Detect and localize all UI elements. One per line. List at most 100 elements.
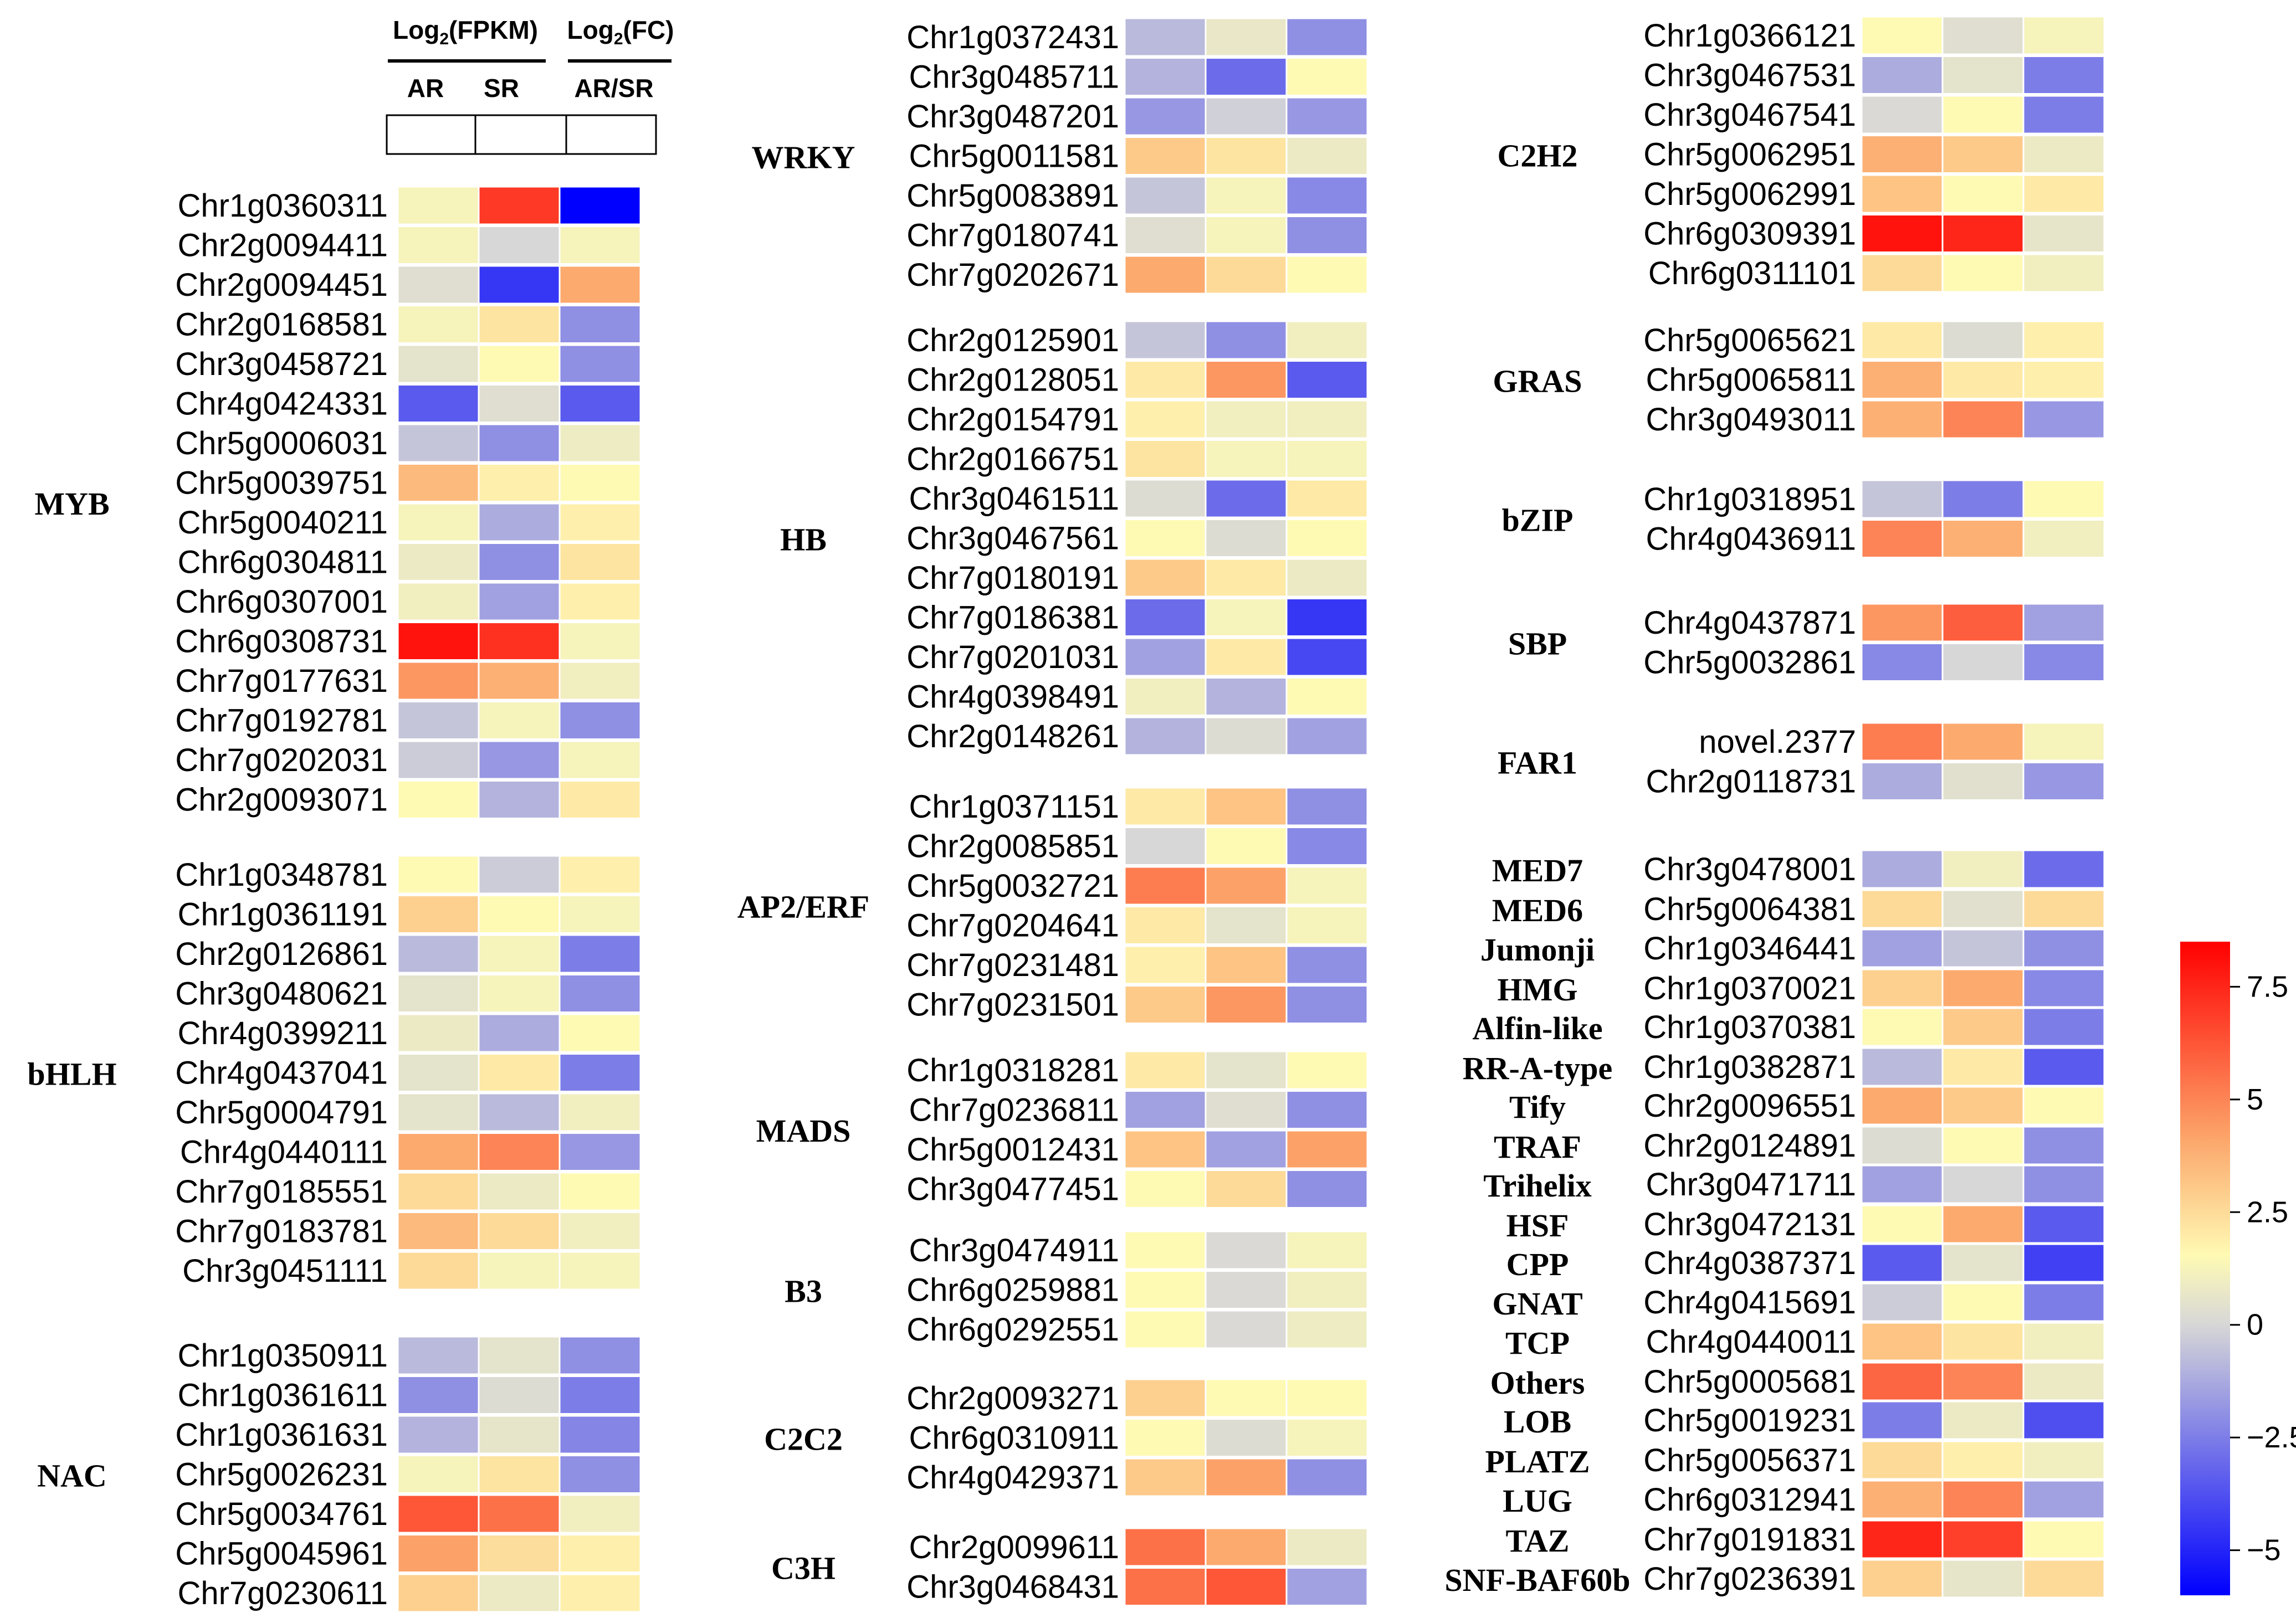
heatmap-cell: [2022, 1440, 2105, 1480]
gene-label: Chr2g0128051: [906, 362, 1119, 398]
gene-label: Chr2g0125901: [906, 322, 1119, 358]
heatmap-cell: [1205, 176, 1288, 215]
heatmap-cell: [1941, 1126, 2025, 1165]
family-taz: TAZ Chr7g0191831: [1506, 1519, 2105, 1559]
heatmap-cell: [397, 1132, 480, 1172]
gene-label: Chr7g0177631: [175, 663, 388, 699]
table-row: Chr4g0424331: [175, 384, 642, 423]
gene-label: Chr6g0309391: [1643, 216, 1856, 252]
heatmap-cell: [1205, 1567, 1288, 1606]
table-row: Chr7g0236811: [909, 1090, 1369, 1129]
table-row: Chr7g0202031: [175, 740, 642, 780]
heatmap-cell: [478, 384, 561, 423]
heatmap-cell: [397, 1092, 480, 1132]
heatmap-cell: [1941, 1480, 2025, 1519]
heatmap-cell: [1285, 17, 1369, 57]
heatmap-cell: [1861, 360, 1944, 399]
table-row: Chr3g0485711: [909, 57, 1369, 96]
gene-label: Chr1g0348781: [175, 857, 388, 893]
table-row: Chr7g0191831: [1643, 1519, 2105, 1559]
family-label: Jumonji: [1480, 932, 1595, 968]
heatmap-cell: [1861, 1322, 1944, 1362]
gene-label: Chr5g0032721: [906, 868, 1119, 904]
heatmap-cell: [558, 582, 642, 622]
table-row: Chr7g0183781: [175, 1211, 642, 1251]
gene-label: Chr3g0461511: [909, 481, 1119, 517]
heatmap-cell: [558, 1494, 642, 1534]
gene-label: Chr4g0440111: [180, 1134, 388, 1170]
heatmap-cell: [1941, 320, 2025, 360]
family-label: LUG: [1503, 1483, 1572, 1519]
heatmap-cell: [397, 463, 480, 502]
gene-label: Chr3g0458721: [175, 346, 388, 382]
table-row: Chr4g0415691: [1643, 1282, 2105, 1322]
heatmap-cell: [2022, 1047, 2105, 1087]
heatmap-cell: [1861, 253, 1944, 293]
heatmap-cell: [1285, 598, 1369, 637]
heatmap-cell: [558, 502, 642, 542]
table-row: Chr7g0231481: [906, 945, 1369, 985]
heatmap-cell: [397, 1375, 480, 1415]
gene-label: Chr3g0467541: [1643, 97, 1856, 133]
table-row: Chr3g0467561: [906, 518, 1369, 558]
table-row: Chr7g0180191: [906, 558, 1369, 598]
heatmap-cell: [1124, 985, 1207, 1024]
heatmap-cell: [2022, 889, 2105, 929]
heatmap-cell: [1861, 1086, 1944, 1126]
family-alfin-like: Alfin-like Chr1g0370381: [1472, 1007, 2105, 1047]
gene-label: Chr2g0096551: [1643, 1088, 1856, 1124]
heatmap-cell: [1861, 928, 1944, 968]
heatmap-cell: [1124, 826, 1207, 866]
heatmap-cell: [1124, 1457, 1207, 1497]
heatmap-cell: [558, 463, 642, 502]
heatmap-cell: [1861, 889, 1944, 929]
gene-label: Chr3g0493011: [1646, 402, 1856, 438]
heatmap-cell: [1941, 849, 2025, 889]
table-row: Chr2g0125901: [906, 320, 1369, 360]
table-row: Chr6g0311101: [1648, 253, 2105, 293]
heatmap-cell: [558, 1336, 642, 1375]
gene-label: Chr1g0370381: [1643, 1009, 1856, 1045]
gene-label: Chr2g0093271: [906, 1380, 1119, 1416]
heatmap-cell: [1285, 1418, 1369, 1457]
heatmap-cell: [1861, 1362, 1944, 1401]
heatmap-cell: [558, 305, 642, 344]
heatmap-cell: [2022, 1164, 2105, 1204]
gene-label: Chr5g0004791: [175, 1095, 388, 1131]
family-label: HB: [780, 521, 827, 557]
heatmap-cell: [1205, 479, 1288, 518]
heatmap-cell: [1124, 96, 1207, 136]
family-label: C2H2: [1498, 137, 1578, 173]
heatmap-cell: [1861, 1126, 1944, 1165]
heatmap-cell: [1124, 598, 1207, 637]
heatmap-cell: [1861, 1047, 1944, 1087]
family-c3h: C3H Chr2g0099611 Chr3g0468431: [771, 1527, 1369, 1606]
heatmap-cell: [1124, 399, 1207, 439]
family-wrky: WRKY Chr1g0372431 Chr3g0485711 Chr3g0487201…: [752, 17, 1369, 295]
table-row: Chr2g0093071: [175, 780, 642, 819]
heatmap-cell: [397, 1534, 480, 1573]
gene-label: Chr7g0180741: [906, 218, 1119, 254]
heatmap-cell: [1861, 722, 1944, 762]
family-label: TAZ: [1506, 1523, 1570, 1559]
table-row: Chr1g0371151: [909, 787, 1369, 826]
heatmap-cell: [1285, 1457, 1369, 1497]
family-tcp: TCP Chr4g0440011: [1505, 1322, 2105, 1362]
table-row: Chr5g0032861: [1643, 643, 2105, 682]
heatmap-cell: [2022, 360, 2105, 399]
heatmap-cell: [1941, 1007, 2025, 1047]
heatmap-cell: [1941, 55, 2025, 95]
gene-label: Chr3g0474911: [909, 1232, 1119, 1268]
gene-label: Chr7g0204641: [906, 908, 1119, 944]
family-label: SNF-BAF60b: [1444, 1562, 1630, 1598]
gene-label: Chr5g0062991: [1643, 176, 1856, 212]
heatmap-cell: [558, 186, 642, 225]
table-row: Chr1g0361611: [178, 1375, 642, 1415]
gene-label: Chr3g0480621: [175, 976, 388, 1012]
heatmap-cell: [1861, 1480, 1944, 1519]
heatmap-cell: [397, 1013, 480, 1053]
gene-label: Chr4g0399211: [178, 1015, 388, 1051]
heatmap-cell: [397, 225, 480, 265]
table-row: Chr2g0154791: [906, 399, 1369, 439]
family-label: WRKY: [752, 139, 855, 175]
